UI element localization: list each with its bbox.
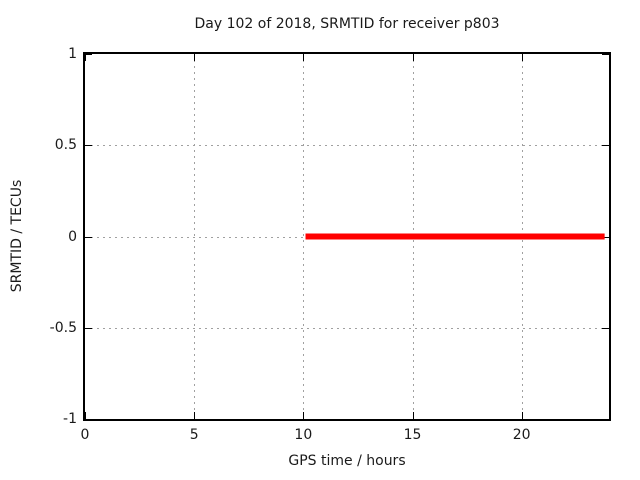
- x-tick-label: 0: [80, 427, 90, 443]
- chart-title: Day 102 of 2018, SRMTID for receiver p80…: [194, 16, 500, 32]
- y-tick-label: 1: [68, 46, 77, 62]
- x-tick-label: 5: [189, 427, 199, 443]
- y-tick-label: 0: [68, 228, 77, 245]
- plot-area: [83, 52, 611, 421]
- y-tick-label: -0.5: [49, 319, 77, 336]
- x-tick-label: 10: [294, 427, 313, 443]
- y-tick-label: 0.5: [54, 137, 77, 154]
- x-axis-label: GPS time / hours: [288, 453, 406, 469]
- x-tick-label: 15: [403, 427, 422, 443]
- x-tick-label: 20: [512, 427, 531, 443]
- plot-svg: [85, 54, 609, 419]
- y-tick-label: -1: [63, 411, 77, 427]
